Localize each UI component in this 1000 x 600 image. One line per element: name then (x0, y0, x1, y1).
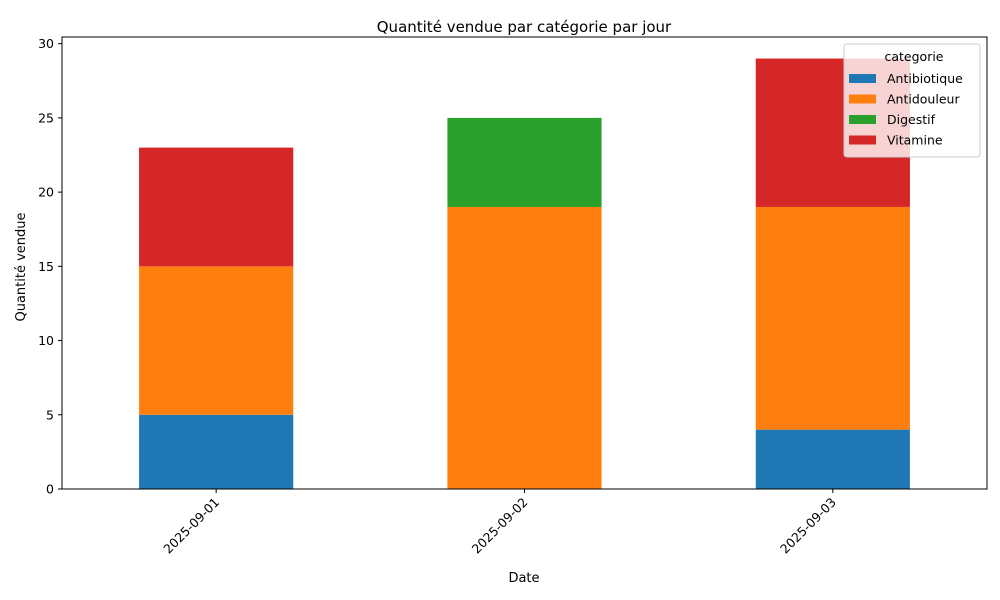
x-tick-label: 2025-09-02 (469, 495, 531, 557)
y-tick-label: 25 (38, 110, 54, 125)
legend-label-vitamine: Vitamine (887, 133, 943, 148)
legend-label-digestif: Digestif (887, 112, 936, 127)
bar-antibiotique-2025-09-01 (139, 414, 294, 489)
y-axis-title: Quantité vendue (14, 212, 29, 321)
bar-antidouleur-2025-09-03 (755, 206, 910, 430)
legend-swatch-vitamine (849, 135, 876, 145)
legend-swatch-digestif (849, 115, 876, 124)
legend-swatch-antibiotique (849, 74, 876, 83)
y-axis: 0 5 10 15 20 25 30 (38, 36, 62, 497)
legend-swatch-antidouleur (849, 94, 876, 104)
y-tick-label: 5 (46, 407, 54, 422)
x-axis: 2025-09-01 2025-09-02 2025-09-03 (160, 489, 839, 556)
bar-digestif-2025-09-02 (447, 117, 602, 207)
chart-title: Quantité vendue par catégorie par jour (377, 18, 672, 36)
legend-title: categorie (884, 49, 943, 64)
y-tick-label: 30 (38, 36, 54, 51)
y-tick-label: 10 (38, 333, 54, 348)
legend-label-antibiotique: Antibiotique (887, 71, 963, 86)
legend-label-antidouleur: Antidouleur (887, 92, 960, 107)
y-tick-label: 0 (46, 482, 54, 497)
x-tick-label: 2025-09-03 (777, 495, 839, 557)
bar-vitamine-2025-09-01 (139, 147, 294, 267)
legend: categorie Antibiotique Antidouleur Digestif… (843, 43, 981, 158)
bar-antidouleur-2025-09-02 (447, 206, 602, 490)
plot-area (61, 36, 988, 490)
y-tick-label: 20 (38, 185, 54, 200)
bar-antidouleur-2025-09-01 (139, 266, 294, 415)
x-tick-label: 2025-09-01 (160, 495, 222, 557)
x-axis-title: Date (508, 571, 539, 586)
bar-antibiotique-2025-09-03 (755, 429, 910, 489)
legend-box (843, 43, 981, 158)
y-tick-label: 15 (38, 259, 54, 274)
